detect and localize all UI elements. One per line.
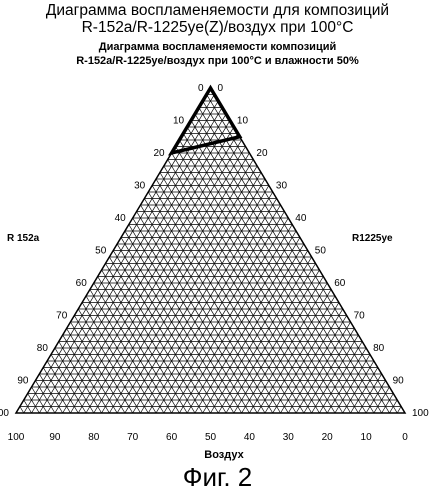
grid-line — [288, 316, 346, 414]
grid-line — [175, 147, 334, 414]
left-axis-tick-label: 90 — [17, 376, 29, 387]
right-axis-tick-label: 50 — [315, 246, 327, 257]
bottom-axis-tick-label: 70 — [127, 432, 139, 443]
grid-line — [152, 186, 288, 414]
left-axis-tick-label: 70 — [56, 311, 68, 322]
grid-line — [133, 186, 269, 414]
bottom-axis-tick-label: 100 — [8, 432, 25, 443]
bottom-axis-tick-label: 30 — [283, 432, 295, 443]
right-axis-tick-label: 10 — [237, 116, 249, 127]
grid-line — [211, 251, 308, 414]
bottom-axis-tick-label: 60 — [166, 432, 178, 443]
grid-line — [207, 95, 398, 414]
right-axis-tick-label: 60 — [334, 278, 346, 289]
right-axis-tick-label: 20 — [256, 148, 268, 159]
right-component-label: R1225ye — [352, 233, 393, 244]
grid-line — [59, 342, 102, 414]
grid-line — [191, 121, 366, 414]
grid-line — [86, 147, 245, 414]
left-axis-tick-label: 100 — [0, 408, 9, 419]
bottom-axis-tick-label: 40 — [244, 432, 256, 443]
grid-line — [74, 316, 132, 414]
right-axis-tick-label: 80 — [373, 343, 385, 354]
left-axis-tick-label: 0 — [198, 83, 204, 94]
grid-line — [242, 277, 324, 414]
left-axis-tick-label: 40 — [115, 213, 127, 224]
grid-line — [102, 160, 254, 414]
left-axis-tick-label: 20 — [153, 148, 165, 159]
right-axis-tick-label: 90 — [393, 376, 405, 387]
bottom-axis-tick-label: 50 — [205, 432, 217, 443]
bottom-axis-tick-label: 90 — [49, 432, 61, 443]
bottom-axis-tick-label: 20 — [322, 432, 334, 443]
grid-line — [335, 355, 370, 414]
left-axis-tick-label: 50 — [95, 246, 107, 257]
grid-line — [257, 290, 331, 414]
grid-line — [113, 251, 210, 414]
right-axis-tick-label: 30 — [276, 181, 288, 192]
grid-line — [168, 160, 320, 414]
left-axis-tick-label: 10 — [173, 116, 185, 127]
right-axis-tick-label: 70 — [354, 311, 366, 322]
grid-line — [20, 407, 24, 414]
grid-line — [55, 121, 230, 414]
bottom-axis-tick-label: 80 — [88, 432, 100, 443]
grid-line — [319, 342, 362, 414]
grid-line — [98, 277, 180, 414]
right-axis-tick-label: 40 — [295, 213, 307, 224]
left-component-label: R 152a — [7, 233, 40, 244]
grid-line — [35, 381, 54, 414]
left-axis-tick-label: 30 — [134, 181, 146, 192]
grid-line — [397, 407, 401, 414]
left-axis-tick-label: 80 — [37, 343, 49, 354]
bottom-axis-tick-label: 10 — [361, 432, 373, 443]
grid-line — [179, 225, 292, 414]
grid-line — [366, 381, 385, 414]
figure-caption: Фиг. 2 — [0, 462, 435, 492]
bottom-component-label: Воздух — [204, 449, 244, 461]
grid-line — [164, 212, 285, 414]
bottom-axis-tick-label: 0 — [402, 432, 408, 443]
grid-line — [129, 225, 242, 414]
right-axis-tick-label: 100 — [412, 408, 429, 419]
grid-line — [137, 212, 258, 414]
grid-line — [51, 355, 86, 414]
left-axis-tick-label: 60 — [76, 278, 88, 289]
grid-line — [24, 95, 215, 414]
right-axis-tick-label: 0 — [218, 83, 224, 94]
grid-line — [90, 290, 164, 414]
